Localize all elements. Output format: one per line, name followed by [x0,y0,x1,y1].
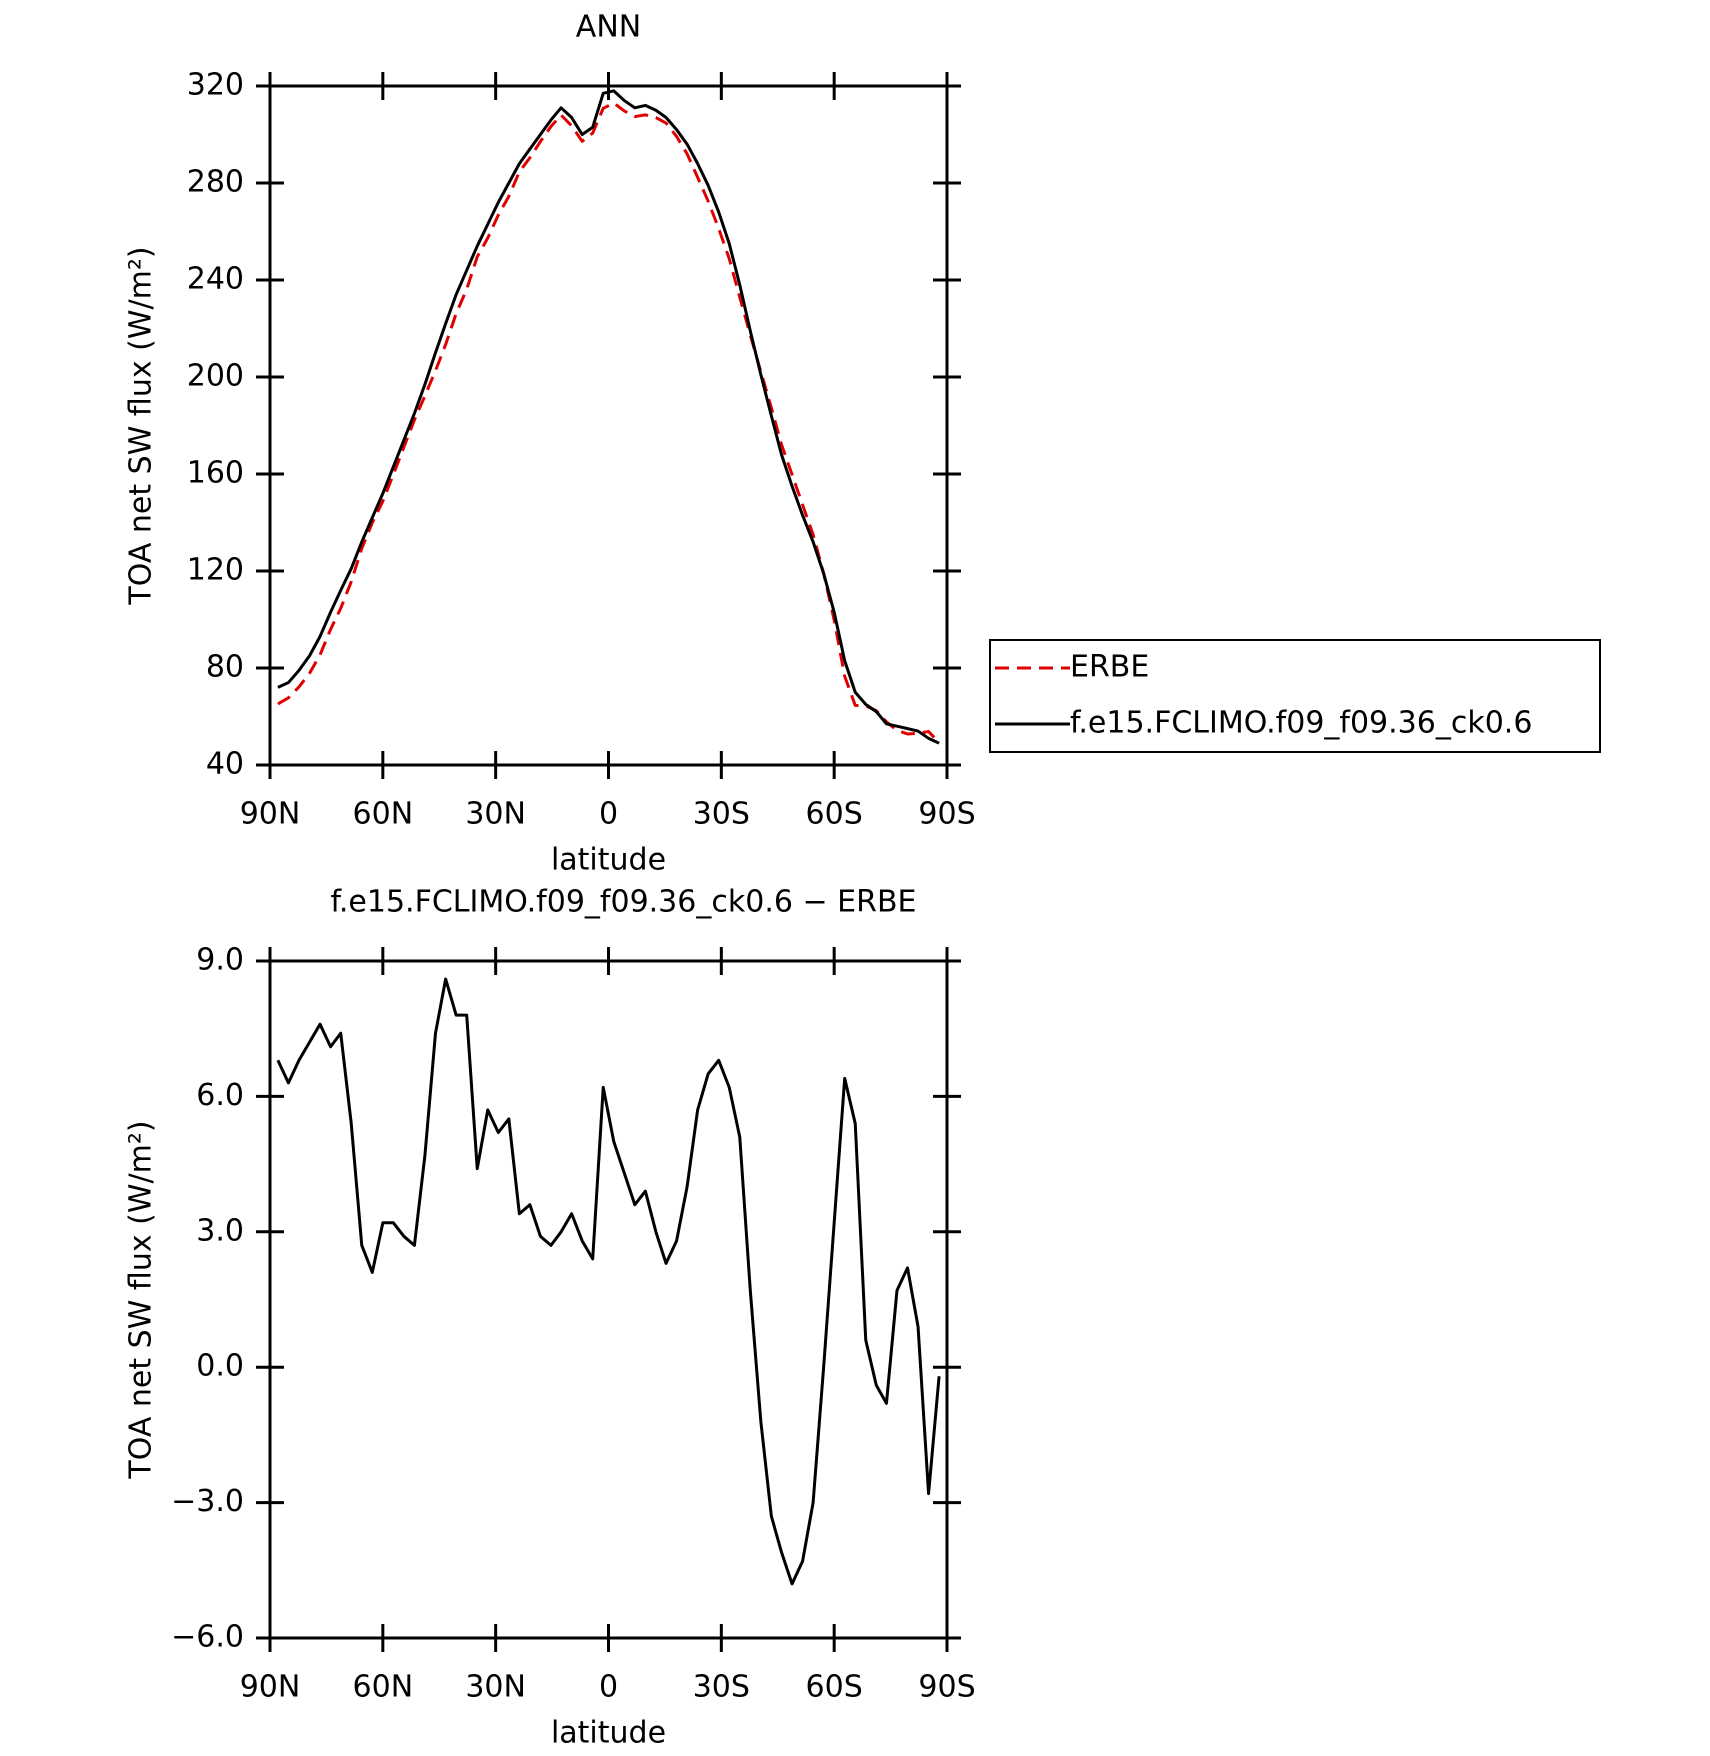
x-tick-label: 60S [806,797,863,832]
y-tick-label: −6.0 [171,1620,244,1655]
y-tick-label: 6.0 [196,1078,244,1113]
y-tick-label: 320 [187,68,244,103]
y-tick-label: 280 [187,165,244,200]
y-axis-label: TOA net SW flux (W/m²) [124,1120,159,1479]
y-tick-label: 9.0 [196,943,244,978]
x-tick-label: 60N [353,1670,414,1705]
x-tick-label: 90N [240,797,301,832]
x-axis-label: latitude [551,843,666,878]
y-tick-label: −3.0 [171,1484,244,1519]
legend-label: f.e15.FCLIMO.f09_f09.36_ck0.6 [1070,706,1532,741]
chart-title: ANN [576,10,641,45]
series-line [277,101,941,744]
series-line [277,89,940,745]
y-axis-label: TOA net SW flux (W/m²) [124,246,159,605]
y-tick-label: 200 [187,359,244,394]
y-tick-label: 80 [206,650,244,685]
x-tick-label: 90S [918,1670,975,1705]
plot-frame [268,84,949,767]
x-tick-label: 30S [693,1670,750,1705]
y-tick-label: 160 [187,456,244,491]
y-tick-label: 240 [187,262,244,297]
x-tick-label: 90N [240,1670,301,1705]
y-tick-label: 3.0 [196,1213,244,1248]
x-tick-label: 30N [465,797,526,832]
legend-box [989,639,1601,753]
chart-title: f.e15.FCLIMO.f09_f09.36_ck0.6 − ERBE [331,885,917,920]
x-tick-label: 0 [599,797,618,832]
x-tick-label: 0 [599,1670,618,1705]
y-tick-label: 120 [187,553,244,588]
y-tick-label: 40 [206,747,244,782]
x-tick-label: 30N [465,1670,526,1705]
x-axis-label: latitude [551,1716,666,1751]
x-tick-label: 60N [353,797,414,832]
series-line [276,977,941,1586]
y-tick-label: 0.0 [196,1349,244,1384]
x-tick-label: 30S [693,797,750,832]
plot-frame [268,959,949,1640]
x-tick-label: 60S [806,1670,863,1705]
legend-label: ERBE [1070,650,1149,685]
x-tick-label: 90S [918,797,975,832]
